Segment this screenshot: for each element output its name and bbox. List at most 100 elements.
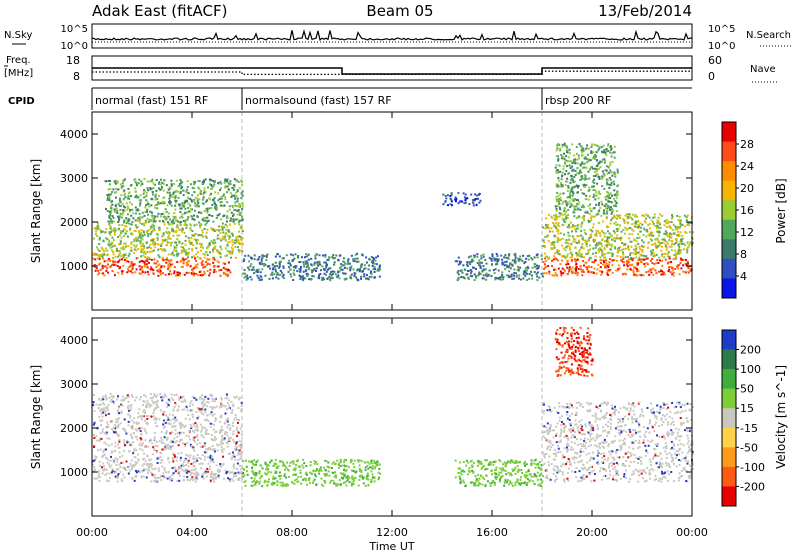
echo-cell bbox=[602, 259, 605, 262]
echo-cell bbox=[152, 239, 154, 242]
echo-cell bbox=[683, 230, 686, 233]
echo-cell bbox=[558, 215, 561, 218]
echo-cell bbox=[527, 267, 530, 269]
echo-cell bbox=[555, 221, 558, 224]
echo-cell bbox=[350, 277, 353, 280]
echo-cell bbox=[132, 212, 135, 215]
echo-cell bbox=[125, 432, 128, 435]
echo-cell bbox=[533, 256, 536, 259]
echo-cell bbox=[617, 227, 620, 230]
echo-cell bbox=[635, 251, 637, 254]
echo-cell bbox=[677, 226, 679, 228]
echo-cell bbox=[581, 216, 584, 219]
echo-cell bbox=[577, 199, 579, 202]
echo-cell bbox=[635, 256, 638, 259]
echo-cell bbox=[222, 235, 225, 238]
echo-cell bbox=[141, 271, 144, 274]
echo-cell bbox=[217, 261, 220, 264]
echo-cell bbox=[192, 416, 195, 419]
echo-cell bbox=[580, 149, 583, 152]
echo-cell bbox=[162, 183, 165, 185]
echo-cell bbox=[169, 440, 172, 443]
echo-cell bbox=[215, 270, 217, 273]
echo-cell bbox=[571, 253, 574, 256]
echo-cell bbox=[94, 269, 97, 272]
echo-cell bbox=[543, 245, 546, 247]
echo-cell bbox=[601, 185, 604, 188]
echo-cell bbox=[338, 254, 341, 257]
echo-cell bbox=[110, 395, 113, 398]
echo-cell bbox=[606, 191, 608, 193]
echo-cell bbox=[594, 238, 597, 241]
echo-cell bbox=[522, 254, 525, 257]
echo-cell bbox=[200, 430, 203, 433]
echo-cell bbox=[228, 205, 231, 208]
echo-cell bbox=[164, 208, 167, 211]
echo-cell bbox=[603, 151, 606, 154]
echo-cell bbox=[607, 200, 610, 203]
echo-cell bbox=[571, 198, 574, 201]
echo-cell bbox=[494, 276, 497, 279]
echo-cell bbox=[201, 183, 204, 186]
echo-cell bbox=[627, 247, 629, 250]
echo-cell bbox=[140, 232, 143, 234]
echo-cell bbox=[203, 253, 206, 256]
echo-cell bbox=[375, 263, 378, 266]
echo-cell bbox=[150, 224, 153, 227]
echo-cell bbox=[563, 152, 565, 155]
echo-cell bbox=[193, 255, 195, 258]
echo-cell bbox=[138, 260, 141, 263]
echo-cell bbox=[119, 183, 122, 186]
echo-cell bbox=[234, 201, 237, 204]
echo-cell bbox=[243, 258, 246, 261]
echo-cell bbox=[180, 187, 183, 190]
echo-cell bbox=[501, 262, 504, 265]
echo-cell bbox=[605, 245, 608, 248]
echo-cell bbox=[595, 244, 598, 247]
echo-cell bbox=[631, 228, 634, 231]
echo-cell bbox=[150, 226, 153, 229]
echo-cell bbox=[671, 215, 674, 218]
echo-cell bbox=[127, 260, 130, 263]
echo-cell bbox=[564, 257, 567, 260]
echo-cell bbox=[155, 232, 158, 235]
nave-tick-bottom: 0 bbox=[708, 70, 715, 83]
echo-cell bbox=[592, 207, 595, 210]
echo-cell bbox=[127, 207, 130, 210]
echo-cell bbox=[123, 259, 126, 261]
echo-cell bbox=[588, 213, 591, 216]
echo-cell bbox=[372, 260, 375, 263]
echo-cell bbox=[181, 213, 184, 216]
echo-cell bbox=[102, 398, 105, 401]
echo-cell bbox=[592, 226, 595, 229]
echo-cell bbox=[610, 184, 613, 187]
echo-cell bbox=[231, 215, 234, 217]
echo-cell bbox=[305, 268, 308, 271]
echo-cell bbox=[617, 268, 620, 271]
echo-cell bbox=[215, 208, 218, 211]
echo-cell bbox=[179, 207, 182, 210]
echo-cell bbox=[581, 192, 584, 195]
echo-cell bbox=[239, 472, 241, 475]
echo-cell bbox=[616, 255, 619, 257]
echo-cell bbox=[236, 462, 239, 465]
echo-cell bbox=[184, 201, 187, 204]
echo-cell bbox=[213, 480, 216, 483]
echo-cell bbox=[215, 476, 218, 478]
echo-cell bbox=[114, 471, 117, 474]
echo-cell bbox=[213, 474, 216, 477]
echo-cell bbox=[171, 441, 174, 444]
echo-cell bbox=[106, 210, 109, 212]
echo-cell bbox=[604, 196, 607, 199]
echo-cell bbox=[194, 474, 197, 477]
echo-cell bbox=[105, 398, 108, 401]
echo-cell bbox=[605, 216, 608, 219]
echo-cell bbox=[592, 185, 595, 188]
echo-cell bbox=[158, 182, 160, 185]
echo-cell bbox=[560, 274, 563, 277]
echo-cell bbox=[607, 143, 610, 146]
echo-cell bbox=[106, 407, 108, 410]
echo-cell bbox=[120, 236, 123, 239]
echo-cell bbox=[592, 223, 595, 226]
echo-cell bbox=[133, 479, 136, 482]
